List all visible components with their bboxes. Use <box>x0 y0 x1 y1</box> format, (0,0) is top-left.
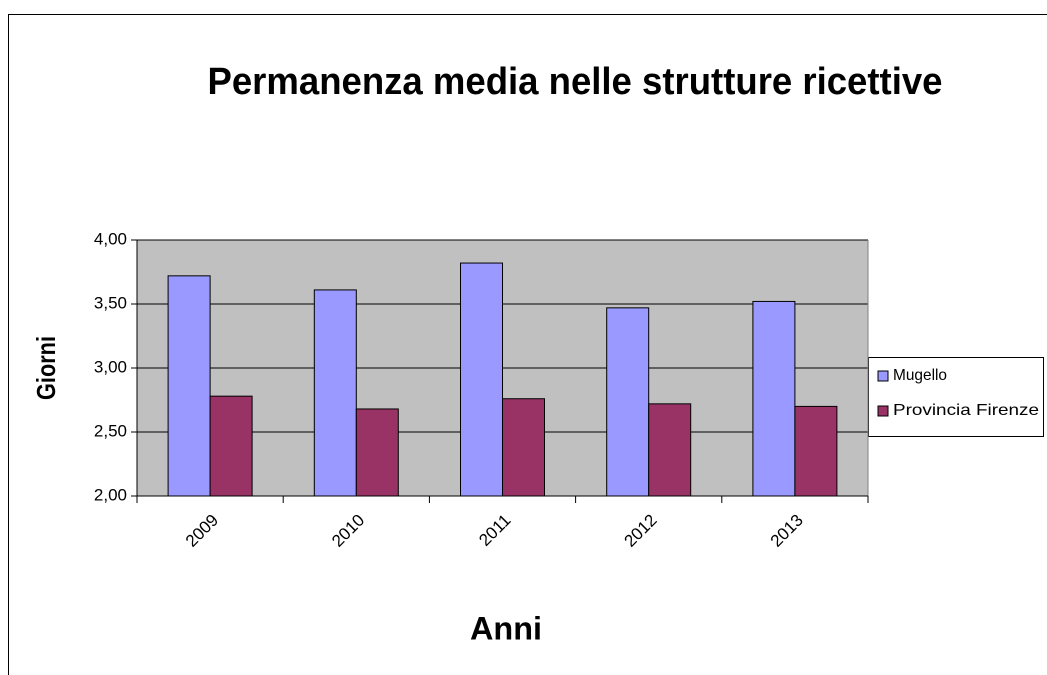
legend <box>868 357 1044 437</box>
bar <box>460 262 503 497</box>
bar <box>313 289 357 497</box>
y-axis-title: Giorni <box>31 336 61 400</box>
legend-label: Mugello <box>893 367 947 384</box>
bar <box>794 405 838 497</box>
legend-swatch <box>877 405 889 417</box>
bar <box>752 300 796 497</box>
bar <box>606 307 650 497</box>
bar <box>167 275 211 497</box>
legend-swatch <box>877 370 889 382</box>
y-tick-label: 2,00 <box>94 485 127 504</box>
chart-title: Permanenza media nelle strutture ricetti… <box>208 61 943 103</box>
bar <box>209 395 253 497</box>
y-tick-label: 2,50 <box>94 421 127 440</box>
bar <box>355 408 399 497</box>
x-axis-title: Anni <box>470 610 542 646</box>
y-tick-label: 3,00 <box>94 357 127 376</box>
bar <box>502 398 545 497</box>
bar <box>648 403 692 497</box>
legend-label: Provincia Firenze <box>893 402 1039 419</box>
y-tick-label: 3,50 <box>94 293 127 312</box>
y-tick-label: 4,00 <box>94 229 127 248</box>
